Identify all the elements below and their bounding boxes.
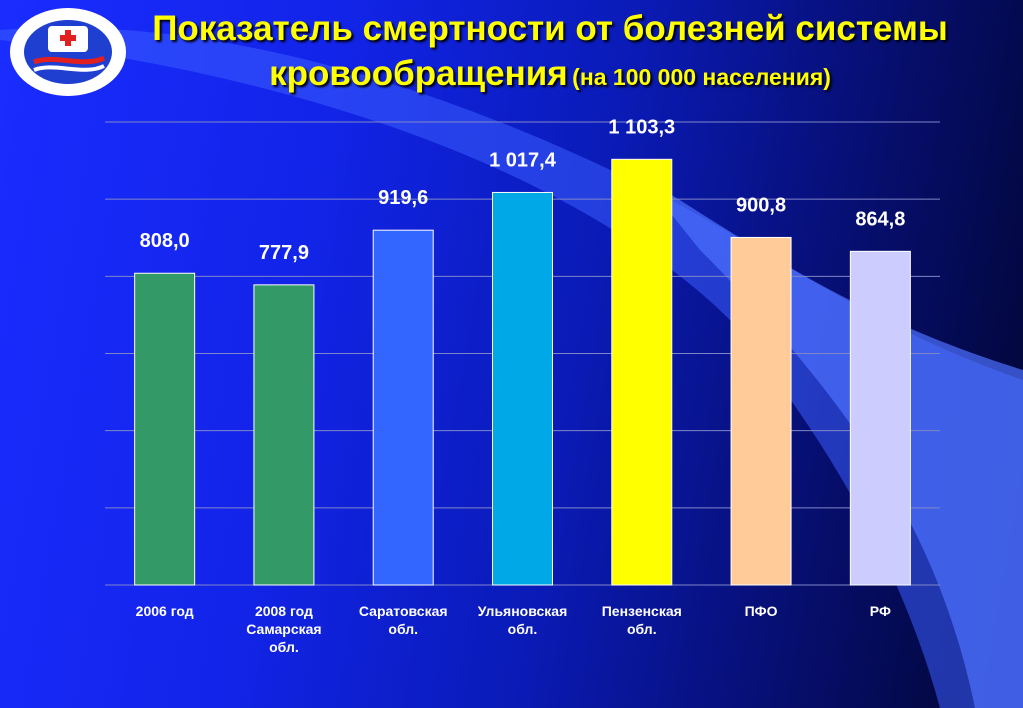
category-label: ПФО xyxy=(745,603,778,619)
value-label: 808,0 xyxy=(140,230,190,252)
value-label: 900,8 xyxy=(736,194,786,216)
bar xyxy=(372,229,434,586)
title-line-2: кровообращения xyxy=(269,54,568,93)
bars xyxy=(134,158,911,586)
category-label: Саратовская обл. xyxy=(359,603,448,637)
bar xyxy=(611,158,673,586)
value-label: 1 017,4 xyxy=(489,149,557,171)
value-label: 777,9 xyxy=(259,242,309,264)
value-label: 919,6 xyxy=(378,187,428,209)
title-subtitle: (на 100 000 населения) xyxy=(572,64,831,90)
category-labels: 2006 год 2008 год Самарская обл. Саратовская… xyxy=(136,603,891,655)
slide-title: Показатель смертности от болезней систем… xyxy=(100,6,1000,96)
value-labels: 808,0 777,9 919,6 1 017,4 1 103,3 900,8 864,8 xyxy=(140,116,906,264)
bar xyxy=(492,191,553,586)
category-label: 2008 год Самарская обл. xyxy=(246,603,321,655)
title-line-1: Показатель смертности от болезней систем… xyxy=(152,9,948,48)
value-label: 1 103,3 xyxy=(608,116,675,138)
category-label: Ульяновская обл. xyxy=(478,603,568,637)
category-label: 2006 год xyxy=(136,603,194,619)
bar xyxy=(849,250,911,586)
bar xyxy=(253,284,315,586)
bar xyxy=(730,236,792,586)
zdorovie-logo xyxy=(10,8,126,96)
category-label: Пензенская обл. xyxy=(602,603,682,637)
bar xyxy=(134,272,196,586)
value-label: 864,8 xyxy=(855,208,905,230)
category-label: РФ xyxy=(870,603,891,619)
